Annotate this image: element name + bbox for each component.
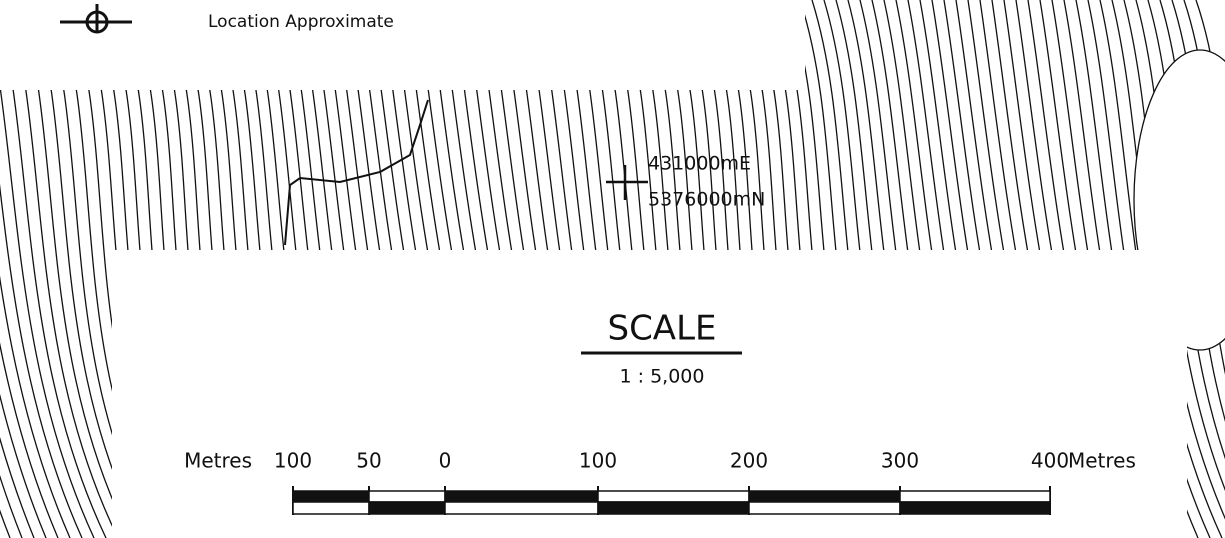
scale-segment — [368, 501, 446, 515]
contour — [0, 342, 59, 538]
scale-segment — [597, 490, 750, 503]
contour — [0, 82, 95, 538]
scale-segment — [899, 501, 1051, 515]
scale-tick-label: 100 — [579, 449, 617, 473]
scale-segment — [368, 490, 446, 503]
legend-panel — [0, 0, 805, 90]
scale-title: SCALE — [607, 309, 716, 349]
scale-segment — [597, 501, 750, 515]
scale-segment — [292, 501, 370, 515]
grid-point-symbol — [606, 165, 648, 200]
easting-label: 431000mE — [648, 153, 751, 175]
scale-panel — [112, 250, 1187, 538]
scale-tick-label: 100 — [274, 449, 312, 473]
boundary-line — [284, 99, 429, 246]
unit-right: Metres — [1068, 449, 1136, 473]
scale-segment — [444, 501, 599, 515]
contour — [0, 436, 35, 538]
scale-tick-label: 50 — [356, 449, 381, 473]
contour — [0, 183, 83, 538]
legend-label: Location Approximate — [208, 12, 394, 32]
scale-segment — [748, 501, 901, 515]
scale-tick-label: 200 — [730, 449, 768, 473]
scale-tick-label: 400 — [1031, 449, 1069, 473]
scale-bar — [292, 486, 1051, 515]
unit-left: Metres — [184, 449, 252, 473]
scale-segment — [748, 490, 901, 503]
location-symbol — [60, 4, 132, 34]
scale-tick-label: 300 — [881, 449, 919, 473]
contour — [0, 275, 71, 538]
scale-segment — [292, 490, 370, 503]
scale-segment — [899, 490, 1051, 503]
northing-label: 5376000mN — [648, 189, 765, 211]
scale-tick-label: 0 — [439, 449, 452, 473]
scale-segment — [444, 490, 599, 503]
contour — [0, 393, 47, 538]
scale-ratio: 1 : 5,000 — [620, 366, 705, 388]
